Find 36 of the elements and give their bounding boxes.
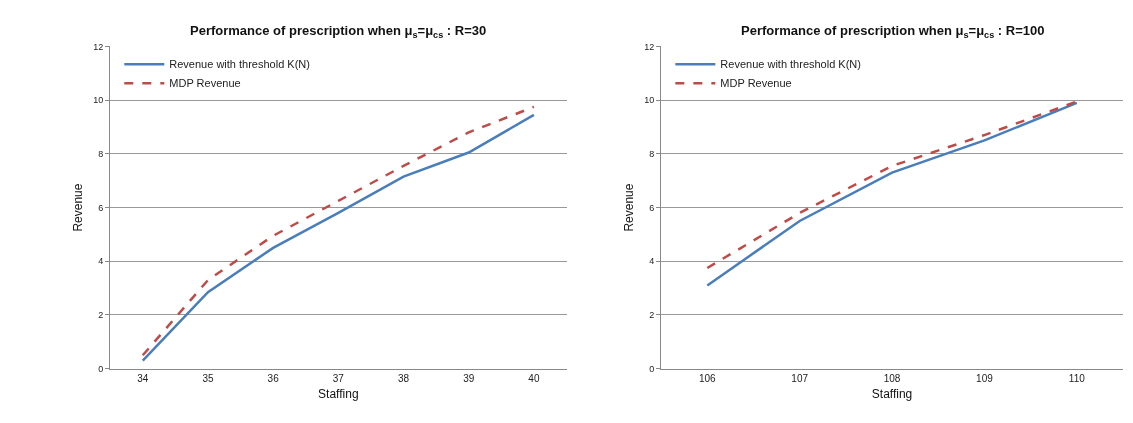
- x-axis-title: Staffing: [871, 386, 913, 401]
- x-tick-label: 38: [397, 372, 410, 384]
- y-tick-label: 10: [644, 95, 655, 106]
- x-tick-label: 106: [698, 372, 717, 384]
- x-tick-label: 39: [463, 372, 475, 384]
- y-axis-title: Revenue: [70, 183, 85, 232]
- y-tick-label: 8: [649, 149, 655, 160]
- legend-label: MDP Revenue: [169, 77, 241, 90]
- y-tick-label: 2: [98, 310, 104, 321]
- legend-label: Revenue with threshold K(N): [169, 58, 310, 71]
- x-tick-label: 107: [791, 372, 809, 384]
- y-tick-label: 12: [93, 41, 104, 52]
- y-tick-label: 4: [649, 256, 655, 267]
- x-tick-label: 37: [332, 372, 345, 384]
- y-tick-label: 12: [644, 41, 655, 52]
- x-tick-label: 109: [976, 372, 994, 384]
- legend-label: Revenue with threshold K(N): [720, 58, 861, 71]
- x-tick-label: 110: [1068, 372, 1086, 384]
- y-tick-label: 8: [98, 149, 104, 160]
- y-tick-label: 0: [98, 363, 104, 374]
- chart-title: Performance of prescription when μ$_{s}$=μ$_{cs}$ : R=100: [741, 23, 1045, 40]
- y-tick-label: 4: [98, 256, 104, 267]
- legend-label: MDP Revenue: [720, 77, 792, 90]
- x-tick-label: 40: [528, 372, 540, 384]
- chart-title: Performance of prescription when μ$_{s}$=μ$_{cs}$ : R=30: [190, 23, 487, 40]
- y-tick-label: 0: [649, 363, 655, 374]
- y-tick-label: 6: [649, 202, 655, 213]
- y-tick-label: 6: [98, 202, 104, 213]
- x-tick-label: 34: [137, 372, 149, 384]
- x-axis-title: Staffing: [318, 386, 359, 401]
- y-tick-label: 10: [93, 95, 104, 106]
- y-axis-title: Revenue: [621, 183, 636, 232]
- x-tick-label: 108: [883, 372, 901, 384]
- x-tick-label: 35: [202, 372, 214, 384]
- x-tick-label: 36: [267, 372, 280, 384]
- y-tick-label: 2: [649, 310, 655, 321]
